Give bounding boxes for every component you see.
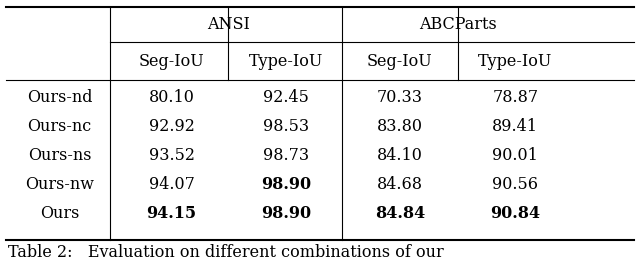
Text: Table 2:   Evaluation on different combinations of our: Table 2: Evaluation on different combina… <box>8 244 444 261</box>
Text: Type-IoU: Type-IoU <box>478 52 552 70</box>
Text: 94.15: 94.15 <box>147 205 196 222</box>
Text: Seg-IoU: Seg-IoU <box>139 52 204 70</box>
Text: Ours-nd: Ours-nd <box>27 89 92 106</box>
Text: 90.01: 90.01 <box>492 147 538 164</box>
Text: 98.90: 98.90 <box>261 176 311 193</box>
Text: 92.45: 92.45 <box>263 89 309 106</box>
Text: 84.10: 84.10 <box>377 147 423 164</box>
Text: 98.73: 98.73 <box>263 147 309 164</box>
Text: ABCParts: ABCParts <box>419 16 497 33</box>
Text: 90.84: 90.84 <box>490 205 540 222</box>
Text: 84.84: 84.84 <box>375 205 425 222</box>
Text: Ours-nw: Ours-nw <box>25 176 94 193</box>
Text: 83.80: 83.80 <box>377 118 423 135</box>
Text: 98.53: 98.53 <box>263 118 309 135</box>
Text: ANSI: ANSI <box>207 16 250 33</box>
Text: Seg-IoU: Seg-IoU <box>367 52 433 70</box>
Text: 70.33: 70.33 <box>377 89 423 106</box>
Text: Ours-nc: Ours-nc <box>28 118 92 135</box>
Text: 98.90: 98.90 <box>261 205 311 222</box>
Text: 78.87: 78.87 <box>492 89 538 106</box>
Text: 90.56: 90.56 <box>492 176 538 193</box>
Text: 92.92: 92.92 <box>148 118 195 135</box>
Text: Ours-ns: Ours-ns <box>28 147 92 164</box>
Text: 93.52: 93.52 <box>148 147 195 164</box>
Text: 80.10: 80.10 <box>148 89 195 106</box>
Text: 84.68: 84.68 <box>377 176 423 193</box>
Text: Type-IoU: Type-IoU <box>249 52 323 70</box>
Text: 94.07: 94.07 <box>148 176 195 193</box>
Text: 89.41: 89.41 <box>492 118 538 135</box>
Text: Ours: Ours <box>40 205 79 222</box>
